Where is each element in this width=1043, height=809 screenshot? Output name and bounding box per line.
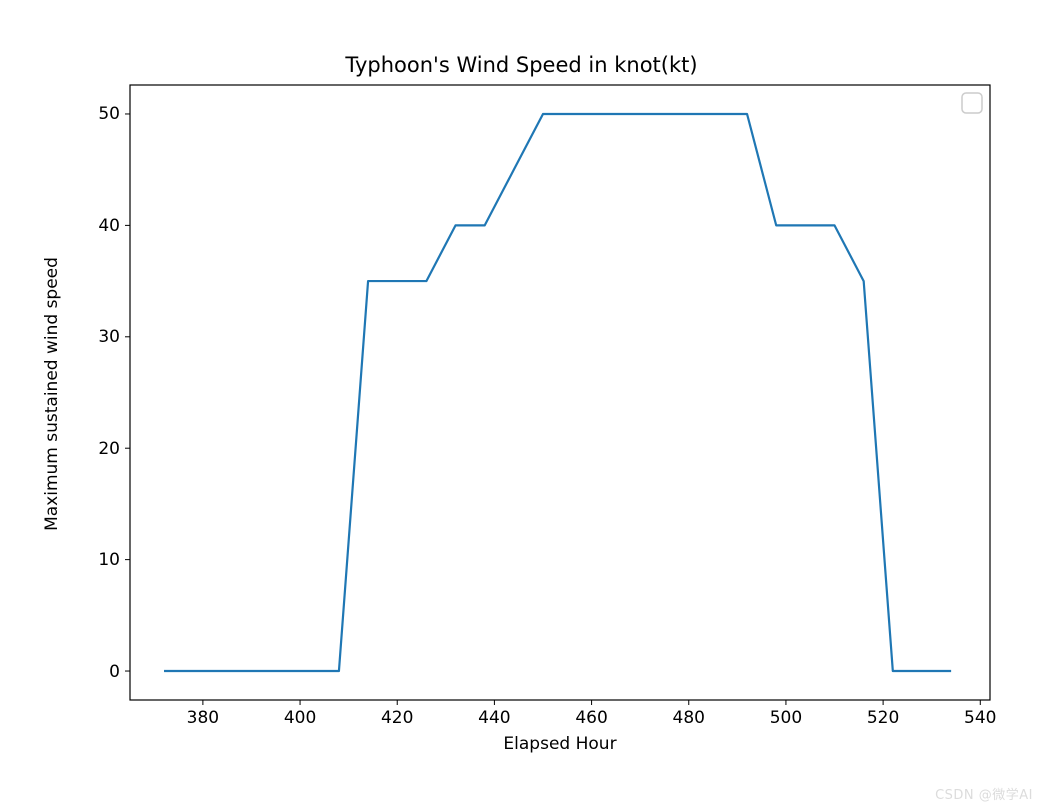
x-tick-label: 420 bbox=[372, 708, 422, 728]
y-axis-label: Maximum sustained wind speed bbox=[42, 194, 62, 594]
x-tick-label: 540 bbox=[955, 708, 1005, 728]
plot-svg bbox=[0, 0, 1043, 809]
x-tick-label: 400 bbox=[275, 708, 325, 728]
chart-container: Typhoon's Wind Speed in knot(kt) Elapsed… bbox=[0, 0, 1043, 809]
y-tick-label: 50 bbox=[80, 104, 120, 124]
y-tick-label: 40 bbox=[80, 216, 120, 236]
x-tick-label: 500 bbox=[761, 708, 811, 728]
y-tick-label: 0 bbox=[80, 662, 120, 682]
x-tick-label: 380 bbox=[178, 708, 228, 728]
x-axis-label: Elapsed Hour bbox=[130, 734, 990, 754]
x-tick-label: 480 bbox=[664, 708, 714, 728]
x-tick-label: 440 bbox=[469, 708, 519, 728]
x-tick-label: 520 bbox=[858, 708, 908, 728]
y-tick-label: 30 bbox=[80, 327, 120, 347]
y-tick-label: 20 bbox=[80, 439, 120, 459]
y-tick-label: 10 bbox=[80, 550, 120, 570]
x-tick-label: 460 bbox=[567, 708, 617, 728]
watermark: CSDN @微学AI bbox=[935, 784, 1033, 803]
